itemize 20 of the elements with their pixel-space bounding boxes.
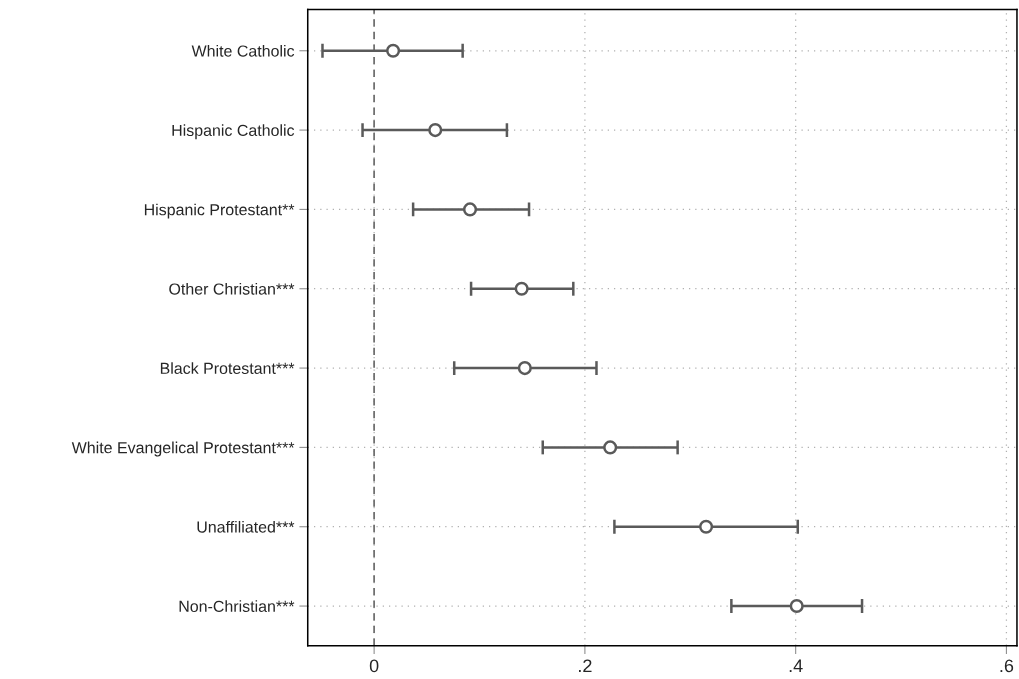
- y-tick-label: White Catholic: [191, 44, 295, 57]
- y-tick-label: Other Christian***: [169, 282, 295, 295]
- x-tick-label: .6: [1000, 659, 1014, 673]
- point: [386, 43, 401, 58]
- point: [428, 123, 443, 138]
- point: [603, 440, 618, 455]
- x-tick-label: 0: [369, 659, 379, 673]
- y-tick-label: Hispanic Protestant**: [144, 203, 295, 219]
- point: [514, 281, 529, 296]
- point: [699, 519, 714, 534]
- y-tick-label: Non-Christian***: [179, 600, 295, 613]
- x-tick-label: .2: [579, 659, 592, 673]
- y-tick-label: Black Protestant***: [160, 362, 295, 375]
- x-tick-label: .4: [789, 659, 803, 673]
- point: [517, 361, 532, 376]
- y-tick-label: White Evangelical Protestant***: [71, 441, 295, 457]
- point: [789, 599, 804, 614]
- y-tick-label: Unaffiliated***: [197, 520, 295, 533]
- y-tick-label: Hispanic Catholic: [172, 124, 295, 140]
- point: [462, 202, 478, 217]
